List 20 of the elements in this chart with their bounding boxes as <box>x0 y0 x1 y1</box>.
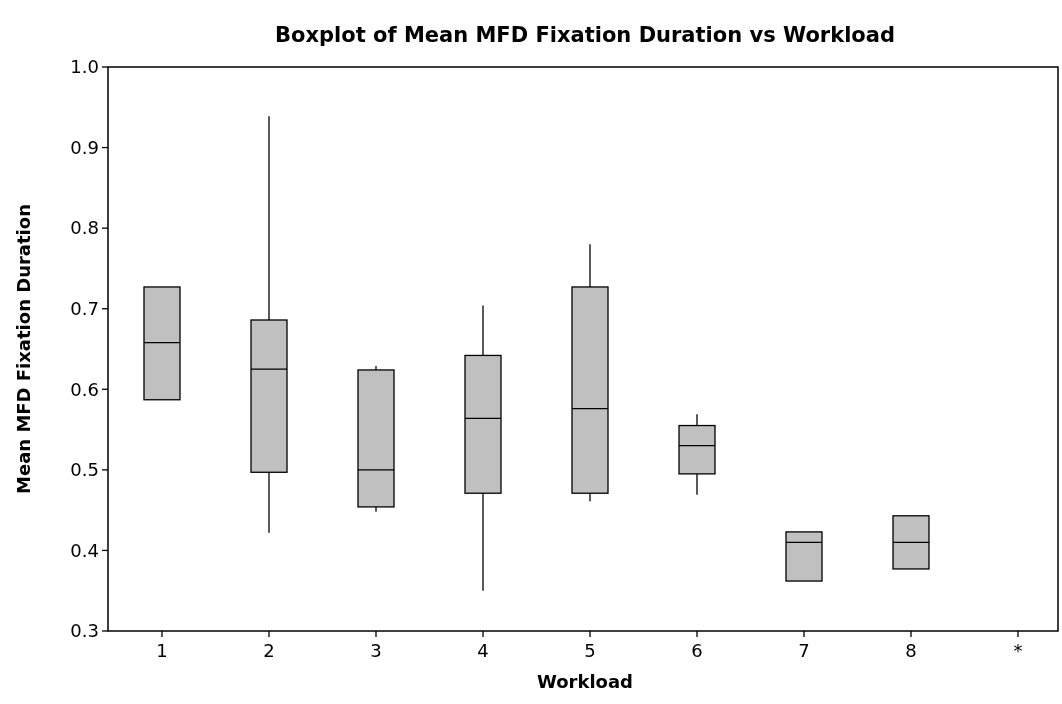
x-tick-label: 2 <box>263 640 275 661</box>
x-tick-label: 7 <box>798 640 810 661</box>
x-tick-label: 8 <box>905 640 917 661</box>
y-tick-label: 0.4 <box>70 539 99 561</box>
y-tick-label: 0.3 <box>70 620 99 642</box>
y-tick-label: 0.8 <box>70 217 99 239</box>
chart-title: Boxplot of Mean MFD Fixation Duration vs Workload <box>275 23 895 47</box>
y-tick-label: 0.6 <box>70 378 99 400</box>
y-axis-title: Mean MFD Fixation Duration <box>13 204 34 494</box>
x-tick-label: 6 <box>691 640 703 661</box>
x-tick-label: 4 <box>477 640 489 661</box>
y-tick-label: 0.5 <box>70 459 99 481</box>
y-tick-label: 1.0 <box>70 56 99 78</box>
x-tick-label: * <box>1013 640 1023 661</box>
x-tick-label: 5 <box>584 640 596 661</box>
x-axis-title: Workload <box>537 671 633 692</box>
x-tick-label: 3 <box>370 640 382 661</box>
y-tick-label: 0.9 <box>70 136 99 158</box>
y-tick-label: 0.7 <box>70 298 99 320</box>
x-tick-label: 1 <box>156 640 168 661</box>
